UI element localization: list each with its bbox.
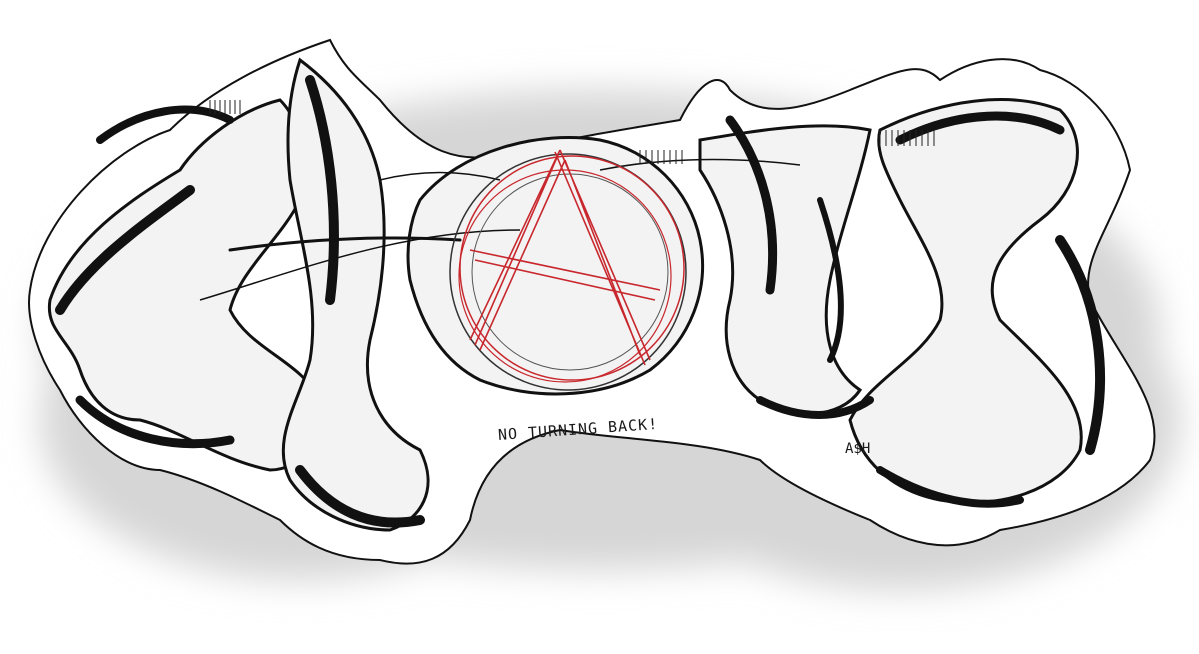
- stroke-d: [305, 75, 339, 305]
- bold-strokes: [55, 75, 1105, 528]
- hatch-1: [209, 100, 241, 114]
- thin-line-3: [379, 171, 501, 181]
- a-left-leg: [469, 149, 566, 351]
- letter-one: [47, 98, 324, 472]
- artist-signature: A$H: [845, 441, 871, 457]
- circled-a-symbol: [449, 149, 687, 391]
- a-crossbar: [469, 249, 661, 301]
- stroke-b: [96, 105, 234, 144]
- stroke-k: [876, 466, 1024, 508]
- stroke-f: [228, 236, 462, 252]
- circle-ring-1: [449, 153, 687, 391]
- letter-three: [406, 136, 705, 396]
- hatching: [209, 100, 935, 164]
- letter-five: [848, 98, 1083, 505]
- stroke-j: [1055, 235, 1105, 455]
- stroke-g: [725, 115, 778, 295]
- circle-ring-2: [459, 155, 685, 381]
- a-right-leg: [554, 149, 651, 366]
- stroke-e: [295, 465, 425, 528]
- thin-line-1: [199, 229, 521, 301]
- stroke-l: [817, 197, 844, 363]
- stroke-a: [55, 185, 195, 315]
- hatch-3: [879, 130, 935, 146]
- hatch-2: [639, 150, 683, 164]
- circle-ring-3: [458, 169, 672, 383]
- letter-two: [281, 57, 430, 532]
- letter-four: [698, 124, 872, 416]
- stroke-c: [75, 395, 235, 449]
- stroke-i: [895, 111, 1065, 145]
- stroke-h: [756, 396, 874, 419]
